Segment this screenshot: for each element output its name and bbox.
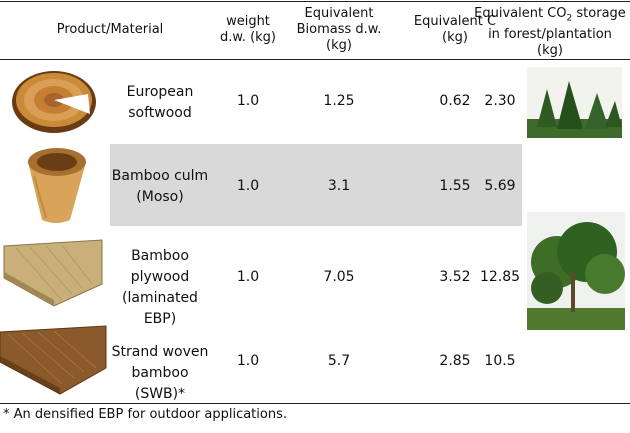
- header-product: Product/Material: [56, 22, 164, 37]
- softwood-forest-photo: [527, 67, 622, 138]
- header-co2: Equivalent CO2 storage in forest/plantat…: [474, 6, 626, 58]
- row-swb-weight: 1.0: [236, 353, 260, 369]
- header-biomass: Equivalent Biomass d.w. (kg): [296, 6, 382, 53]
- row-swb-carbon: 2.85: [439, 353, 471, 369]
- row-softwood-co2: 2.30: [484, 93, 516, 109]
- row-softwood-name: European softwood: [126, 84, 194, 121]
- row-softwood-carbon: 0.62: [439, 93, 471, 109]
- row-swb-co2: 10.5: [484, 353, 516, 369]
- header-carbon: Equivalent C (kg): [413, 14, 497, 45]
- bamboo-plantation-photo: [527, 212, 625, 330]
- highlight-row-background: [110, 144, 522, 226]
- row-bamboo-culm-co2: 5.69: [484, 178, 516, 194]
- row-bamboo-plywood-weight: 1.0: [236, 269, 260, 285]
- footnote: * An densified EBP for outdoor applicati…: [3, 407, 287, 422]
- bottom-rule: [0, 403, 630, 404]
- row-bamboo-culm-biomass: 3.1: [327, 178, 351, 194]
- row-swb-name: Strand woven bamboo (SWB)*: [111, 344, 209, 402]
- softwood-log-slice-image: [8, 64, 100, 136]
- bamboo-culm-section-image: [22, 146, 92, 226]
- header-rule: [0, 59, 630, 60]
- row-softwood-weight: 1.0: [236, 93, 260, 109]
- row-softwood-biomass: 1.25: [323, 93, 355, 109]
- row-bamboo-culm-carbon: 1.55: [439, 178, 471, 194]
- row-bamboo-plywood-co2: 12.85: [479, 269, 521, 285]
- bamboo-plywood-board-image: [2, 238, 106, 308]
- row-bamboo-culm-name: Bamboo culm (Moso): [111, 168, 209, 205]
- row-bamboo-plywood-biomass: 7.05: [323, 269, 355, 285]
- row-bamboo-plywood-name: Bamboo plywood (laminated EBP): [122, 248, 198, 327]
- row-bamboo-plywood-carbon: 3.52: [439, 269, 471, 285]
- header-weight: weight d.w. (kg): [219, 14, 276, 45]
- row-bamboo-culm-weight: 1.0: [236, 178, 260, 194]
- strand-woven-bamboo-board-image: [0, 324, 108, 398]
- row-swb-biomass: 5.7: [327, 353, 351, 369]
- top-rule: [0, 1, 630, 2]
